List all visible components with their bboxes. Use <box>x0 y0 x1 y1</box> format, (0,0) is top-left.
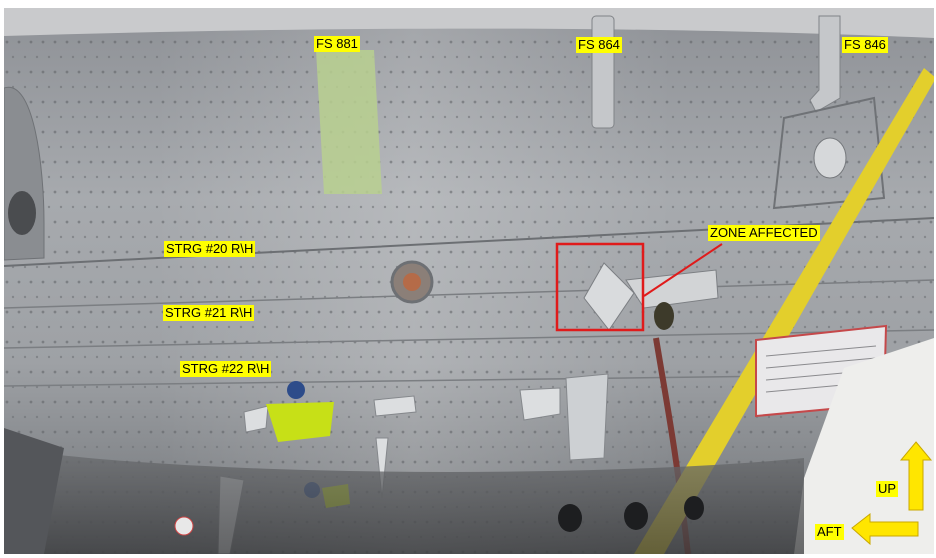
strg-22-label: STRG #22 R\H <box>180 361 272 377</box>
fs-846-label: FS 846 <box>842 37 888 53</box>
strg-20-label: STRG #20 R\H <box>164 241 256 257</box>
zone-affected-label: ZONE AFFECTED <box>708 225 820 241</box>
fs-864-label: FS 864 <box>576 37 622 53</box>
fs-881-label: FS 881 <box>314 36 360 52</box>
aft-label: AFT <box>815 524 844 540</box>
strg-21-label: STRG #21 R\H <box>163 305 255 321</box>
up-label: UP <box>876 481 899 497</box>
fuselage-photo <box>4 8 934 554</box>
